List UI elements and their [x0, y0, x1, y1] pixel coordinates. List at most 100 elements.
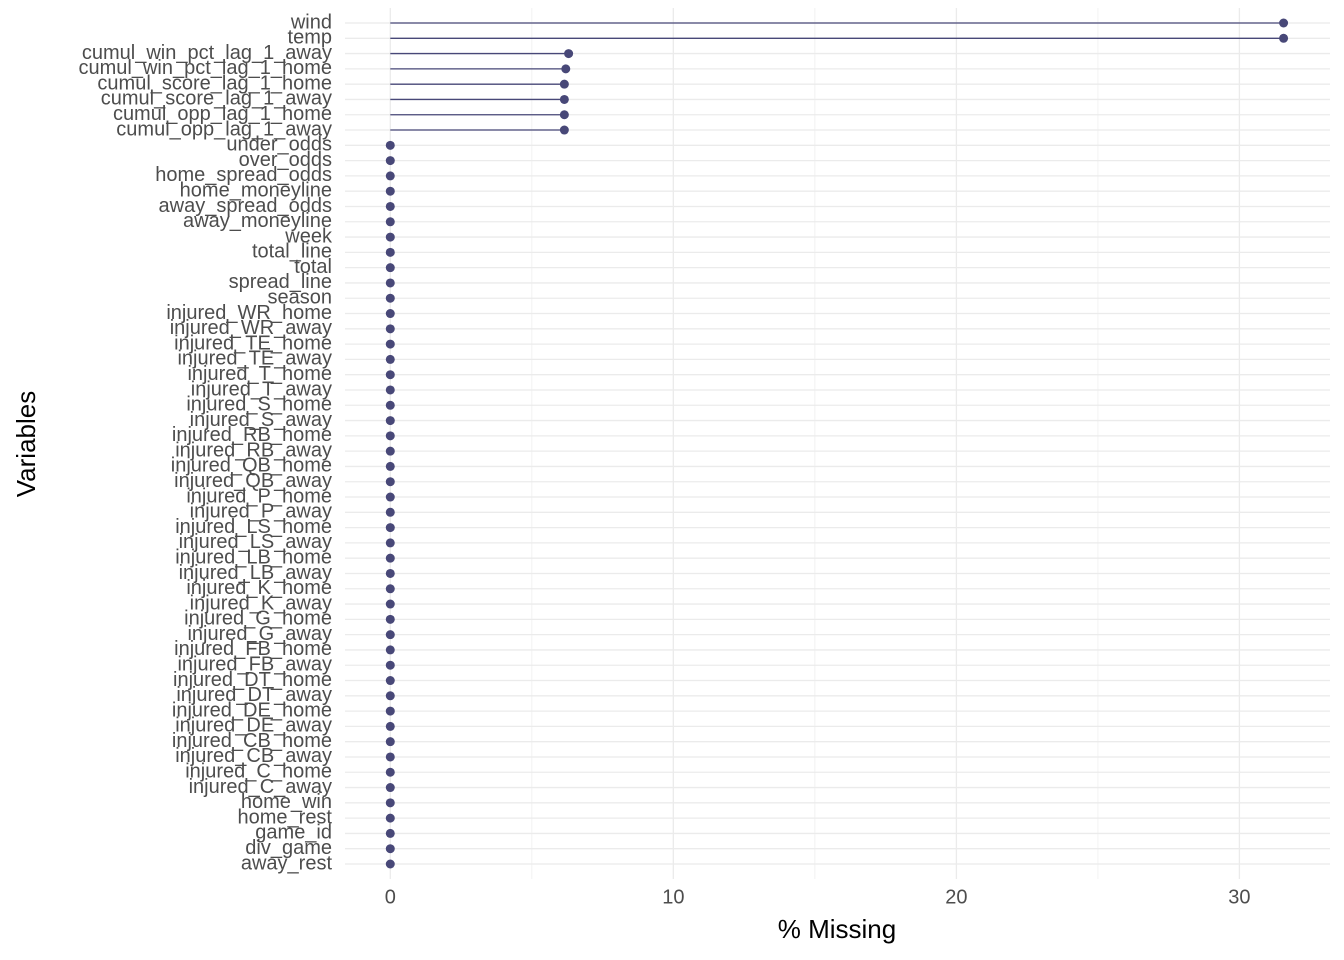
y-tick-label: cumul_score_lag_1_away: [101, 88, 332, 110]
y-tick-label: home_rest: [238, 806, 333, 828]
y-tick-label: cumul_win_pct_lag_1_home: [79, 57, 333, 79]
lollipop-dot: [385, 507, 395, 517]
y-tick-label: cumul_opp_lag_1_home: [113, 103, 332, 125]
lollipop-dot: [385, 400, 395, 410]
y-tick-label: injured_LB_home: [175, 546, 332, 568]
lollipop-dot: [385, 859, 395, 869]
y-axis-title: Variables: [11, 391, 41, 497]
y-tick-label: injured_G_home: [184, 608, 332, 630]
y-tick-label: injured_FB_away: [177, 653, 332, 675]
x-tick-label: 20: [945, 886, 967, 908]
lollipop-dot: [385, 201, 395, 211]
lollipop-dot: [385, 324, 395, 334]
y-tick-label: over_odds: [239, 149, 332, 171]
y-tick-label: wind: [290, 11, 332, 33]
y-tick-label: cumul_opp_lag_1_away: [116, 118, 332, 140]
y-tick-label: season: [268, 287, 333, 309]
lollipop-dot: [385, 645, 395, 655]
y-tick-label: injured_T_home: [187, 363, 332, 385]
x-axis-title: % Missing: [778, 914, 896, 944]
y-tick-label: injured_LS_away: [179, 531, 332, 553]
y-tick-label: under_odds: [226, 134, 332, 156]
lollipop-dot: [385, 721, 395, 731]
y-tick-label: injured_CB_home: [172, 730, 332, 752]
y-tick-label: total_line: [252, 241, 332, 263]
lollipop-dot: [385, 416, 395, 426]
lollipop-dot: [385, 553, 395, 563]
y-tick-label: injured_TE_home: [174, 332, 332, 354]
lollipop-dot: [385, 385, 395, 395]
lollipop-dot: [385, 568, 395, 578]
lollipop-dot: [385, 217, 395, 227]
y-tick-label: injured_LB_away: [179, 562, 332, 584]
lollipop-dot: [385, 523, 395, 533]
lollipop-dot: [385, 798, 395, 808]
y-tick-label: injured_S_away: [190, 409, 332, 431]
y-tick-label: week: [284, 225, 333, 247]
x-tick-label: 0: [385, 886, 396, 908]
lollipop-dot: [385, 538, 395, 548]
lollipop-dot: [559, 110, 569, 120]
lollipop-dot: [385, 691, 395, 701]
y-tick-label: injured_P_home: [186, 485, 332, 507]
lollipop-dot: [385, 431, 395, 441]
lollipop-dot: [385, 599, 395, 609]
y-tick-label: temp: [288, 27, 332, 49]
y-tick-label: injured_LS_home: [175, 516, 332, 538]
x-tick-label: 30: [1228, 886, 1250, 908]
y-tick-label: injured_QB_away: [174, 470, 332, 492]
y-tick-label: injured_C_away: [189, 776, 332, 798]
y-tick-label: div_game: [245, 837, 332, 859]
y-tick-label: cumul_score_lag_1_home: [97, 72, 332, 94]
y-tick-label: spread_line: [229, 271, 332, 293]
lollipop-dot: [561, 64, 571, 74]
y-tick-label: injured_DE_away: [175, 715, 332, 737]
lollipop-dot: [385, 676, 395, 686]
y-tick-label: total: [294, 256, 332, 278]
y-tick-label: injured_RB_away: [175, 439, 332, 461]
lollipop-dot: [385, 706, 395, 716]
lollipop-dot: [385, 278, 395, 288]
lollipop-dot: [559, 94, 569, 104]
y-tick-label: injured_T_away: [191, 378, 332, 400]
lollipop-dot: [385, 263, 395, 273]
y-tick-label: injured_K_home: [186, 577, 332, 599]
y-tick-label: home_spread_odds: [155, 164, 332, 186]
y-tick-label: away_spread_odds: [159, 195, 332, 217]
x-tick-label: 10: [662, 886, 684, 908]
lollipop-dot: [385, 293, 395, 303]
lollipop-dot: [385, 767, 395, 777]
y-tick-label: cumul_win_pct_lag_1_away: [82, 42, 332, 64]
y-tick-label: injured_K_away: [190, 592, 332, 614]
lollipop-dot: [385, 186, 395, 196]
lollipop-dot: [385, 844, 395, 854]
y-tick-label: injured_C_home: [185, 761, 332, 783]
y-tick-label: injured_S_home: [186, 394, 332, 416]
lollipop-dot: [385, 737, 395, 747]
lollipop-dot: [385, 492, 395, 502]
lollipop-dot: [559, 79, 569, 89]
y-tick-label: home_win: [241, 791, 332, 813]
lollipop-dot: [385, 339, 395, 349]
lollipop-dot: [1279, 18, 1289, 28]
y-tick-label: injured_TE_away: [177, 348, 332, 370]
lollipop-dot: [385, 354, 395, 364]
lollipop-dot: [559, 125, 569, 135]
lollipop-dot: [385, 477, 395, 487]
y-tick-label: injured_CB_away: [175, 745, 332, 767]
y-tick-label: injured_DT_home: [173, 669, 332, 691]
y-tick-label: injured_DT_away: [176, 684, 332, 706]
lollipop-dot: [385, 309, 395, 319]
lollipop-dot: [385, 461, 395, 471]
y-tick-label: injured_QB_home: [171, 455, 332, 477]
y-tick-label: injured_RB_home: [172, 424, 332, 446]
y-tick-label: home_moneyline: [180, 179, 332, 201]
y-tick-label: injured_WR_away: [170, 317, 332, 339]
lollipop-dot: [385, 614, 395, 624]
y-tick-label: game_id: [255, 822, 332, 844]
y-tick-label: injured_P_away: [190, 501, 332, 523]
lollipop-dot: [385, 630, 395, 640]
lollipop-dot: [385, 584, 395, 594]
lollipop-dot: [1279, 33, 1289, 43]
